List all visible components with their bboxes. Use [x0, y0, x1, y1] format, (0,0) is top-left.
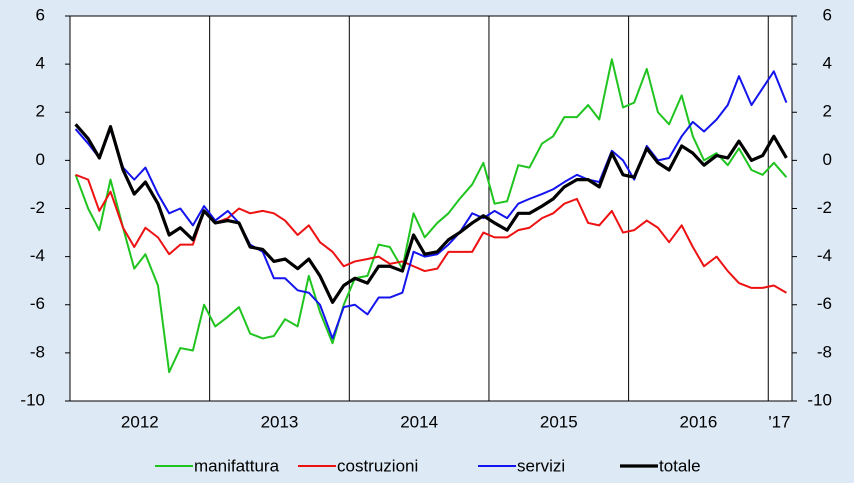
plot-area [70, 16, 792, 401]
y-tick-label: 4 [36, 54, 45, 73]
y-tick-label: 2 [36, 102, 45, 121]
y2-tick-label: 2 [823, 102, 832, 121]
x-tick-label: '17 [768, 412, 790, 431]
y-tick-label: -6 [30, 294, 45, 313]
y2-tick-label: -4 [817, 246, 832, 265]
series-line [74, 123, 788, 304]
legend-label: costruzioni [337, 456, 418, 475]
legend-label: servizi [517, 456, 565, 475]
x-tick-label: 2012 [121, 412, 159, 431]
series-line [74, 70, 788, 340]
y2-tick-label: 6 [823, 5, 832, 24]
x-tick-label: 2014 [400, 412, 438, 431]
y-tick-label: -10 [20, 390, 45, 409]
legend-label: totale [659, 456, 701, 475]
series-line [74, 58, 788, 374]
y-tick-label: 0 [36, 150, 45, 169]
x-tick-label: 2013 [261, 412, 299, 431]
y2-tick-label: 0 [823, 150, 832, 169]
x-tick-label: 2015 [540, 412, 578, 431]
y-tick-label: 6 [36, 5, 45, 24]
legend-label: manifattura [194, 456, 280, 475]
y2-tick-label: -6 [817, 294, 832, 313]
x-tick-label: 2016 [680, 412, 718, 431]
plot-frame [69, 15, 793, 402]
y2-tick-label: -2 [817, 198, 832, 217]
y2-tick-label: -10 [807, 390, 832, 409]
y2-tick-label: 4 [823, 54, 832, 73]
y2-tick-label: -8 [817, 342, 832, 361]
y-tick-label: -2 [30, 198, 45, 217]
y-tick-label: -8 [30, 342, 45, 361]
y-tick-label: -4 [30, 246, 45, 265]
